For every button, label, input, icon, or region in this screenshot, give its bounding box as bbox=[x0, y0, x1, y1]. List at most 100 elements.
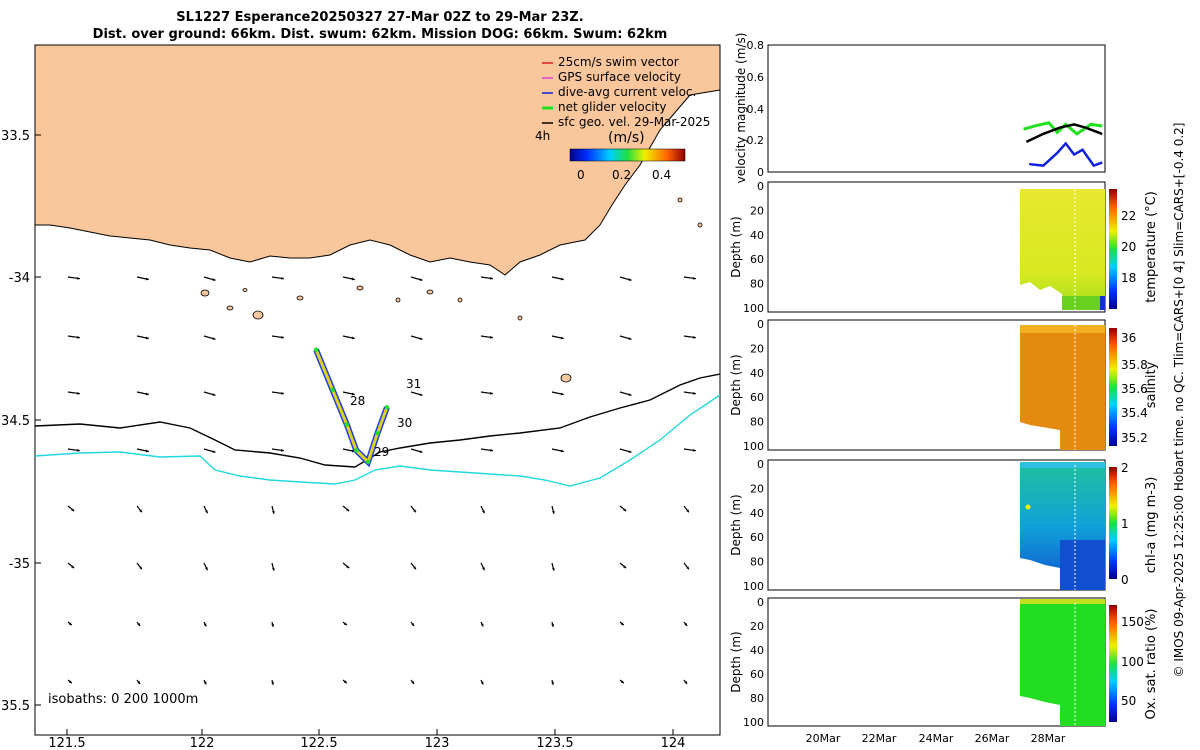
track-point bbox=[384, 405, 390, 410]
velocity-arrow bbox=[410, 391, 423, 396]
lon-tick: 121.5 bbox=[48, 736, 85, 750]
velocity-arrow bbox=[480, 335, 493, 339]
velocity-arrow bbox=[136, 562, 143, 570]
oxygen-surface bbox=[1020, 599, 1105, 604]
colorbar-tick: 0.2 bbox=[612, 168, 631, 182]
day-label: 30 bbox=[397, 416, 412, 430]
title-line-2: Dist. over ground: 66km. Dist. swum: 62k… bbox=[92, 27, 668, 42]
depth-tick: 20 bbox=[750, 620, 764, 633]
velocity-arrow bbox=[271, 562, 275, 571]
lat-tick: -34 bbox=[9, 271, 30, 286]
depth-tick: 60 bbox=[750, 391, 764, 404]
temperature-panel: 22 20 18 temperature (°C) bbox=[767, 181, 1159, 313]
velocity-arrow bbox=[271, 679, 274, 685]
velocity-arrow bbox=[480, 505, 486, 514]
colorbar-label: (m/s) bbox=[608, 130, 645, 146]
legend-label: sfc geo. vel. 29-Mar-2025 bbox=[558, 115, 710, 129]
velocity-arrow bbox=[551, 621, 554, 627]
legend-item: sfc geo. vel. 29-Mar-2025 bbox=[542, 115, 710, 129]
depth-tick: 60 bbox=[750, 531, 764, 544]
depth-tick: 60 bbox=[750, 253, 764, 266]
velocity-arrow bbox=[271, 276, 284, 280]
depth-tick: 20 bbox=[750, 482, 764, 495]
velocity-arrow bbox=[342, 679, 348, 684]
velocity-arrow bbox=[551, 562, 555, 571]
legend-label: GPS surface velocity bbox=[558, 70, 681, 84]
depth-tick: 0 bbox=[757, 596, 764, 609]
velocity-arrow bbox=[619, 276, 632, 281]
velocity-arrow bbox=[342, 562, 350, 569]
track-point bbox=[330, 387, 335, 393]
legend-label: net glider velocity bbox=[558, 100, 666, 114]
velocity-arrow bbox=[480, 621, 484, 627]
cbar-tick: 35.4 bbox=[1121, 406, 1148, 420]
depth-tick: 80 bbox=[750, 556, 764, 569]
chla-surface bbox=[1020, 462, 1105, 468]
cbar-tick: 20 bbox=[1121, 240, 1136, 254]
velocity-arrow bbox=[410, 679, 415, 685]
depth-tick: 100 bbox=[743, 440, 764, 453]
velocity-arrow bbox=[67, 448, 80, 452]
xtick: 24Mar bbox=[919, 732, 954, 745]
chla-label: chl-a (mg m-3) bbox=[1144, 477, 1159, 574]
velocity-arrow bbox=[619, 505, 627, 512]
cbar-tick: 35.8 bbox=[1121, 358, 1148, 372]
chla-high-point bbox=[1025, 504, 1031, 510]
isobath-1000m bbox=[35, 394, 720, 487]
depth-tick: 100 bbox=[743, 302, 764, 315]
velocity-arrow bbox=[136, 679, 141, 685]
salinity-surface bbox=[1020, 325, 1105, 333]
land bbox=[35, 45, 720, 276]
depth-tick: 80 bbox=[750, 692, 764, 705]
velocity-arrow bbox=[203, 505, 209, 514]
velocity-arrow bbox=[619, 679, 625, 684]
velocity-arrow bbox=[619, 621, 625, 626]
velocity-arrow bbox=[551, 505, 555, 514]
velocity-arrow bbox=[136, 276, 149, 281]
velocity-arrow bbox=[271, 391, 284, 395]
velocity-arrow bbox=[410, 276, 423, 281]
track-day-labels: 28 29 30 31 bbox=[350, 377, 421, 459]
depth-tick: 20 bbox=[750, 204, 764, 217]
depth-label: Depth (m) bbox=[729, 216, 743, 277]
track-point bbox=[375, 430, 380, 436]
speed-colorbar bbox=[569, 148, 686, 162]
ytick: 0.8 bbox=[747, 39, 765, 52]
chla-colorbar bbox=[1109, 467, 1117, 579]
oxygen-field bbox=[1020, 603, 1105, 726]
day-label: 28 bbox=[350, 394, 365, 408]
depth-tick: 0 bbox=[757, 318, 764, 331]
velocity-arrow bbox=[203, 621, 207, 627]
lat-tick: 33.5 bbox=[1, 129, 30, 144]
oxygen-colorbar bbox=[1109, 605, 1117, 722]
velocity-arrow bbox=[480, 562, 486, 571]
velocity-arrow bbox=[342, 505, 350, 512]
day-label: 29 bbox=[374, 445, 389, 459]
depth-tick: 20 bbox=[750, 342, 764, 355]
track-point bbox=[354, 448, 359, 453]
lon-tick: 123.5 bbox=[536, 736, 573, 750]
velocity-arrow bbox=[480, 679, 484, 685]
velocity-arrow bbox=[342, 391, 355, 396]
cbar-tick: 50 bbox=[1121, 694, 1136, 708]
legend-item: GPS surface velocity bbox=[542, 70, 681, 84]
oxygen-panel: 150 100 50 Ox. sat. ratio (%) bbox=[767, 597, 1159, 727]
velocity-arrow bbox=[619, 448, 632, 453]
velocity-arrow bbox=[683, 448, 696, 452]
temperature-cold-bottom bbox=[1062, 296, 1105, 310]
salinity-panel: 36 35.8 35.6 35.4 35.2 salinity bbox=[767, 319, 1159, 451]
salinity-field bbox=[1020, 325, 1105, 450]
depth-tick: 40 bbox=[750, 507, 764, 520]
cbar-tick: 2 bbox=[1121, 461, 1129, 475]
geostrophic-velocity-arrows bbox=[67, 276, 696, 685]
cbar-tick: 18 bbox=[1121, 271, 1136, 285]
velocity-arrow bbox=[683, 335, 696, 339]
legend-label: dive-avg current veloc. bbox=[558, 85, 696, 99]
velocity-arrow bbox=[271, 505, 275, 514]
map-tick-marks bbox=[35, 134, 674, 735]
depth-tick: 0 bbox=[757, 458, 764, 471]
legend-label: 25cm/s swim vector bbox=[558, 55, 679, 69]
velocity-arrow bbox=[203, 448, 216, 453]
temperature-label: temperature (°C) bbox=[1144, 191, 1159, 303]
